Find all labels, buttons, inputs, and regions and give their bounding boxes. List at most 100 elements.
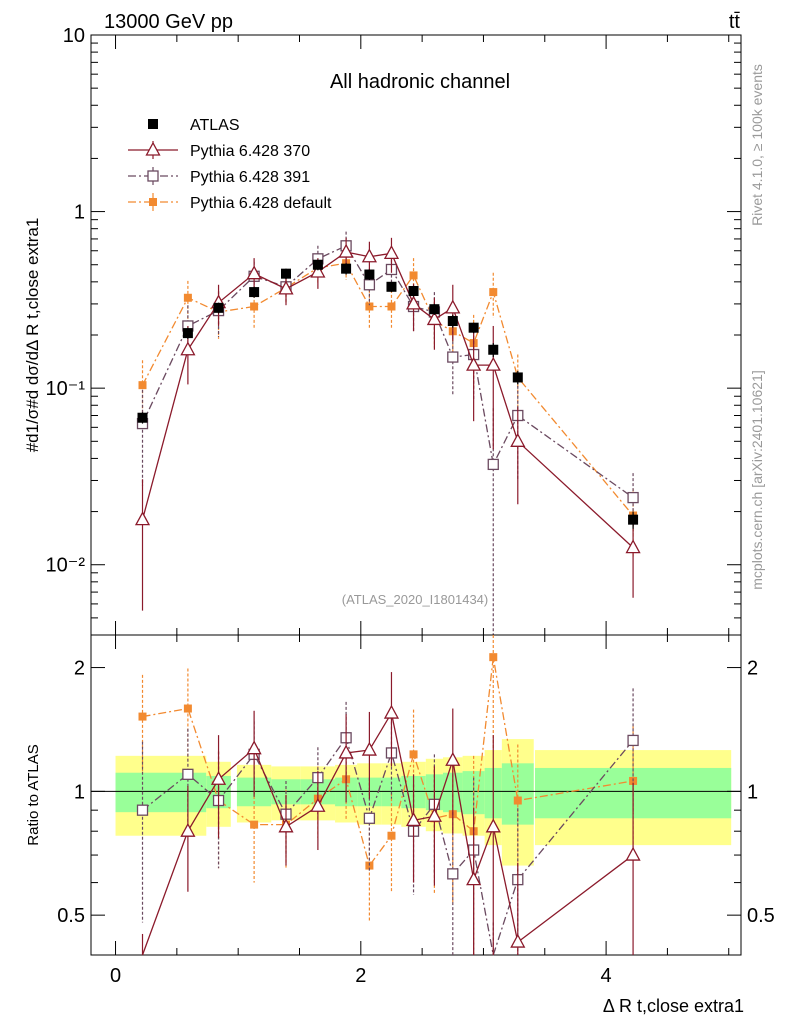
data-point-pythia-6-428-default [250,302,259,311]
ratio-point-pythia-6-428-default [138,712,147,721]
x-tick-label: 4 [601,965,612,987]
data-point-atlas [281,268,291,279]
ratio-point-pythia-6-428-default [183,704,192,713]
y-tick-label-main: 1 [74,202,85,224]
y-axis-label-main: #d1/σ#d dσ/dΔ R t,close extra1 [23,218,42,453]
data-point-pythia-6-428-370 [338,243,354,258]
legend-marker-pythia-6-428-default [149,198,157,206]
data-point-atlas [488,344,499,355]
data-point-pythia-6-428-370 [625,539,641,554]
ratio-point-pythia-6-428-default [513,796,522,805]
data-point-atlas [341,263,352,274]
ratio-point-pythia-6-428-default [250,820,259,829]
data-point-atlas [408,285,419,296]
data-point-pythia-6-428-370 [278,280,294,295]
data-point-atlas [386,281,397,292]
data-point-pythia-6-428-391 [363,279,376,291]
header-left: 13000 GeV pp [104,11,233,33]
data-point-pythia-6-428-370 [134,511,151,526]
ratio-point-pythia-6-428-370 [383,704,400,719]
main-panel: 10⁻² 10⁻¹ 1 10 All hadronic channel (ATLAS_… [46,25,742,636]
data-point-atlas [628,514,639,525]
y-tick-label-ratio: 0.5 [57,905,85,927]
data-point-pythia-6-428-default [489,288,498,297]
data-point-atlas [182,328,193,339]
ratio-point-pythia-6-428-391 [447,868,459,880]
ratio-line-pythia-6-428-370 [141,711,634,956]
x-tick-label: 2 [355,965,366,987]
data-point-pythia-6-428-370 [246,265,262,280]
data-point-pythia-6-428-370 [466,356,482,371]
ratio-point-pythia-6-428-370 [278,818,294,833]
ratio-point-pythia-6-428-default [489,653,498,662]
data-point-pythia-6-428-370 [445,299,461,314]
ratio-point-pythia-6-428-391 [363,812,376,824]
legend-marker-pythia-6-428-391 [147,170,159,182]
data-point-pythia-6-428-391 [627,491,639,504]
y-tick-label-main: 10 [63,25,85,47]
data-point-pythia-6-428-370 [180,341,196,356]
ratio-point-pythia-6-428-370 [180,822,196,837]
data-point-atlas [429,304,440,315]
analysis-id: (ATLAS_2020_I1801434) [342,592,488,607]
ratio-point-pythia-6-428-391 [182,768,194,780]
ratio-point-pythia-6-428-370 [310,797,326,812]
channel-title: All hadronic channel [330,71,510,93]
data-point-pythia-6-428-default [365,302,374,311]
y-tick-label-ratio: 1 [74,781,85,803]
legend-marker-atlas [148,119,158,129]
data-point-pythia-6-428-370 [405,295,422,310]
y-tick-label-ratio: 2 [74,658,85,680]
data-point-pythia-6-428-391 [487,458,499,471]
mcplots-label: mcplots.cern.ch [arXiv:2401.10621] [749,370,765,589]
y-tick-label-ratio-right: 0.5 [747,905,775,927]
data-point-atlas [468,322,479,333]
header-right: tt̄ [729,11,741,33]
data-point-pythia-6-428-391 [447,351,459,363]
ratio-point-pythia-6-428-370 [625,846,641,861]
ratio-frame [90,634,742,956]
data-point-pythia-6-428-370 [383,244,400,260]
ratio-point-pythia-6-428-370 [246,740,262,755]
ratio-point-pythia-6-428-370 [510,933,526,948]
ratio-point-pythia-6-428-370 [445,751,461,766]
y-tick-label-main: 10⁻¹ [46,378,86,400]
legend-label-atlas: ATLAS [190,117,240,134]
legend-label-pythia-6-428-370: Pythia 6.428 370 [190,143,310,160]
ratio-point-pythia-6-428-370 [405,812,422,827]
data-point-atlas [447,316,458,327]
data-point-atlas [364,269,375,280]
data-point-pythia-6-428-370 [510,432,526,447]
data-point-atlas [137,412,148,423]
data-point-atlas [512,372,523,383]
ratio-panel: 0.5 0.5 1 1 2 2 0 2 4 [57,634,775,987]
series-line-pythia-6-428-391 [141,244,634,499]
data-point-pythia-6-428-default [387,302,396,311]
data-point-atlas [312,259,323,270]
ratio-point-pythia-6-428-370 [210,770,227,785]
data-point-pythia-6-428-370 [361,248,377,263]
ratio-point-pythia-6-428-370 [361,741,377,756]
legend-label-pythia-6-428-391: Pythia 6.428 391 [190,169,310,186]
data-point-pythia-6-428-370 [310,263,326,278]
ratio-line-pythia-6-428-391 [142,736,634,956]
x-axis-label: Δ R t,close extra1 [603,996,744,1016]
x-tick-label: 0 [110,965,121,987]
data-point-pythia-6-428-default [409,271,418,280]
series-line-pythia-6-428-default [141,262,634,516]
ratio-point-pythia-6-428-default [409,750,418,759]
legend-marker-pythia-6-428-370 [145,141,161,156]
legend: ATLAS Pythia 6.428 370 Pythia 6.428 391 Pyt… [128,117,332,212]
rivet-label: Rivet 4.1.0, ≥ 100k events [749,64,765,226]
ratio-point-pythia-6-428-370 [485,818,501,833]
data-point-atlas [249,287,260,298]
data-point-pythia-6-428-370 [485,356,501,371]
y-axis-label-ratio: Ratio to ATLAS [25,744,42,845]
ratio-point-pythia-6-428-370 [426,807,442,822]
y-tick-label-ratio-right: 1 [747,781,758,803]
legend-label-pythia-6-428-default: Pythia 6.428 default [190,195,332,212]
data-point-pythia-6-428-370 [426,311,442,326]
y-tick-label-ratio-right: 2 [747,658,758,680]
y-tick-label-main: 10⁻² [46,555,86,577]
